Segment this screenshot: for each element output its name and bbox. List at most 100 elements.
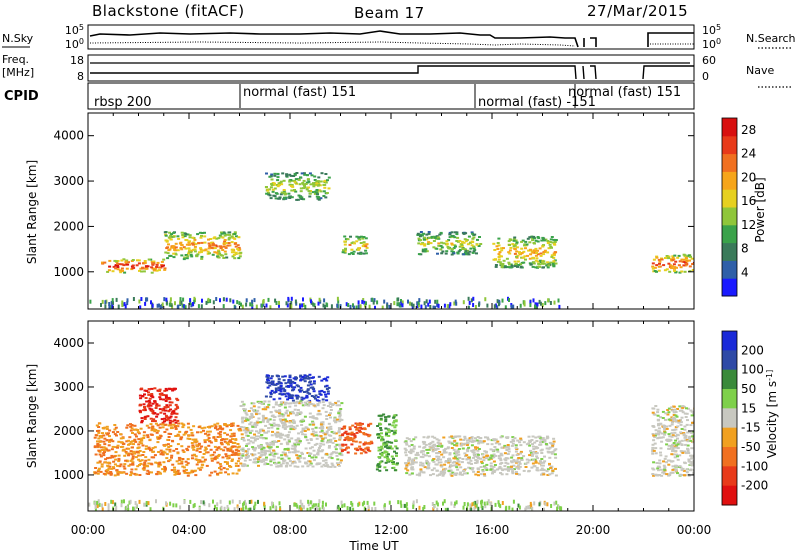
velocity-colorbar-label: Velocity [m s-1] [765, 370, 779, 458]
power-colorbar-tick: 8 [741, 242, 749, 256]
time-axis: 00:00 04:00 08:00 12:00 16:00 20:00 00:00 [71, 523, 712, 537]
power-panel: 1000 2000 3000 4000 Slant Range [km] 4 8 12 16… [25, 112, 767, 310]
noise-right-label: N.Search [746, 32, 796, 45]
power-colorbar-tick: 12 [741, 218, 756, 232]
velocity-feature-0 [138, 387, 180, 424]
velocity-feature-5 [375, 413, 399, 472]
velocity-colorbar-tick: -50 [741, 440, 761, 454]
power-feature-6 [651, 253, 694, 274]
power-colorbar-segment [722, 207, 737, 226]
velocity-feature-3 [239, 400, 344, 468]
nave-label: Nave [746, 64, 774, 77]
velocity-ytick-label: 4000 [53, 336, 84, 350]
freq-label-1: Freq. [2, 53, 29, 66]
cpid-segment-3: normal (fast) -151 [478, 95, 596, 110]
power-colorbar-tick: 20 [741, 170, 756, 184]
power-colorbar-segment [722, 118, 737, 137]
power-axes-frame [87, 112, 695, 310]
noise-right-tick-bottom: 100 [702, 37, 721, 51]
power-data-layer [89, 172, 694, 309]
power-colorbar-segment [722, 224, 737, 244]
noise-sky-trace [89, 30, 694, 48]
power-colorbar-tick: 16 [741, 194, 756, 208]
velocity-colorbar-tick: -15 [741, 421, 761, 435]
power-ytick-label: 1000 [53, 265, 84, 279]
velocity-colorbar-tick: 50 [741, 382, 756, 396]
noise-left-label: N.Sky [2, 32, 34, 45]
power-feature-1 [163, 231, 243, 261]
cpid-segment-1: rbsp 200 [94, 95, 152, 110]
velocity-colorbar-segment [722, 350, 737, 371]
velocity-colorbar-tick: -200 [741, 479, 768, 493]
power-ytick-label: 3000 [53, 174, 84, 188]
velocity-ytick-label: 3000 [53, 380, 84, 394]
velocity-colorbar-segment [722, 485, 737, 506]
velocity-colorbar-segment [722, 427, 737, 448]
power-feature-0 [101, 258, 167, 274]
station-title: Blackstone (fitACF) [92, 2, 245, 20]
noise-left-tick-top: 105 [65, 23, 84, 37]
power-ylabel: Slant Range [km] [25, 160, 39, 264]
power-ytick-label: 4000 [53, 129, 84, 143]
freq-label-2: [MHz] [2, 66, 34, 79]
power-colorbar-segment [722, 278, 737, 297]
time-tick-label: 00:00 [677, 523, 712, 537]
freq-tick-top: 18 [70, 54, 84, 67]
nave-tick-bottom: 0 [702, 70, 709, 83]
power-feature-5 [492, 235, 558, 269]
velocity-colorbar-segment [722, 447, 737, 467]
time-tick-label: 04:00 [172, 523, 207, 537]
velocity-feature-7 [651, 405, 694, 477]
velocity-axes-frame [87, 320, 695, 512]
power-feature-3 [341, 235, 369, 256]
velocity-feature-2 [264, 373, 331, 402]
velocity-feature-1 [93, 422, 243, 477]
power-colorbar-tick: 28 [741, 123, 756, 137]
power-ytick-label: 2000 [53, 219, 84, 233]
time-tick-label: 00:00 [71, 523, 106, 537]
noise-search-trace [89, 41, 694, 47]
time-tick-label: 16:00 [475, 523, 510, 537]
velocity-near-range-stripe [88, 499, 563, 511]
frequency-panel: Freq. [MHz] 18 8 60 0 Nave [2, 53, 792, 88]
time-tick-label: 08:00 [273, 523, 308, 537]
power-colorbar-segment [722, 189, 737, 208]
power-colorbar: 4 8 12 16 20 24 28 [721, 117, 756, 297]
velocity-colorbar-tick: 100 [741, 363, 764, 377]
velocity-feature-6 [403, 435, 558, 477]
velocity-colorbar-segment [722, 389, 737, 409]
beam-label: Beam 17 [354, 4, 425, 22]
velocity-axes: 1000 2000 3000 4000 [53, 321, 695, 511]
nave-tick-top: 60 [702, 54, 716, 67]
time-tick-label: 12:00 [374, 523, 409, 537]
power-colorbar-segment [722, 242, 737, 261]
power-axes: 1000 2000 3000 4000 [53, 113, 695, 309]
time-tick-label: 20:00 [576, 523, 611, 537]
velocity-colorbar-tick: -100 [741, 459, 768, 473]
velocity-panel: 1000 2000 3000 4000 Slant Range [km] 200 100… [25, 320, 779, 512]
cpid-segment-2: normal (fast) 151 [243, 85, 356, 100]
power-feature-2 [264, 172, 331, 201]
cpid-label: CPID [4, 89, 39, 104]
velocity-colorbar: 200 100 50 15 -15 -50 -100 -200 [721, 330, 768, 506]
power-colorbar-segment [722, 135, 737, 155]
velocity-colorbar-segment [722, 466, 737, 487]
noise-left-tick-bottom: 100 [65, 37, 84, 51]
power-colorbar-segment [722, 260, 737, 279]
velocity-ytick-label: 1000 [53, 468, 84, 482]
power-colorbar-label: Power [dB] [753, 177, 767, 242]
power-colorbar-tick: 24 [741, 147, 756, 161]
velocity-colorbar-segment [722, 331, 737, 351]
velocity-ylabel: Slant Range [km] [25, 364, 39, 468]
cpid-segment-4: normal (fast) 151 [568, 85, 681, 100]
freq-tick-bottom: 8 [77, 70, 84, 83]
velocity-ytick-label: 2000 [53, 424, 84, 438]
velocity-colorbar-tick: 15 [741, 401, 756, 415]
power-colorbar-tick: 4 [741, 265, 749, 279]
power-near-range-stripe [89, 296, 561, 309]
velocity-colorbar-tick: 200 [741, 343, 764, 357]
cpid-panel: CPID rbsp 200 normal (fast) 151 normal (… [4, 82, 695, 110]
time-axis-label: Time UT [348, 539, 399, 553]
